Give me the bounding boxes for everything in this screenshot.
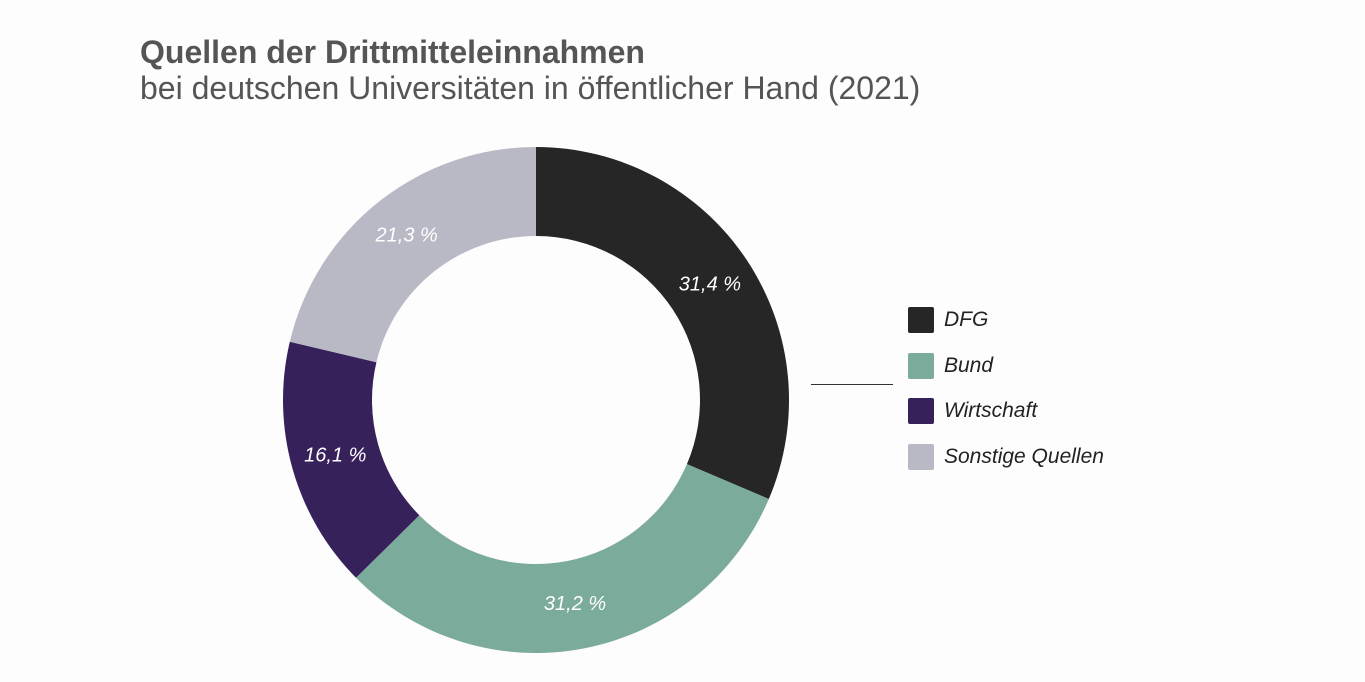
legend-label: Sonstige Quellen: [944, 444, 1104, 468]
donut-slices: [283, 147, 789, 654]
legend-item-sonstige-quellen: Sonstige Quellen: [908, 443, 1104, 470]
donut-slice-wirtschaft: [283, 341, 420, 578]
legend-label: DFG: [944, 308, 989, 331]
legend-label: Wirtschaft: [944, 399, 1038, 422]
slice-label-bund: 31,2 %: [544, 593, 606, 615]
donut-slice-sonstige-quellen: [289, 147, 536, 363]
chart-legend: DFG Bund Wirtschaft Sonstige Quellen: [908, 307, 1104, 489]
chart-title: Quellen der Drittmitteleinnahmen: [140, 34, 645, 70]
legend-swatch: [908, 398, 934, 424]
slice-label-wirtschaft: 16,1 %: [304, 445, 366, 467]
slice-label-dfg: 31,4 %: [679, 273, 741, 295]
legend-swatch: [908, 352, 934, 379]
donut-labels: 31,4 % 31,2 % 16,1 % 21,3 %: [304, 225, 741, 615]
donut-slice-bund: [355, 464, 769, 654]
legend-divider: [811, 384, 893, 385]
legend-swatch: [908, 443, 934, 470]
legend-item-dfg: DFG: [908, 307, 1104, 333]
donut-slice-dfg: [536, 147, 789, 500]
legend-item-bund: Bund: [908, 352, 1104, 379]
legend-item-wirtschaft: Wirtschaft: [908, 398, 1104, 424]
legend-label: Bund: [944, 353, 994, 377]
chart-subtitle: bei deutschen Universitäten in öffentlic…: [140, 70, 921, 106]
legend-swatch: [908, 307, 934, 333]
slice-label-sonstige-quellen: 21,3 %: [375, 225, 438, 247]
